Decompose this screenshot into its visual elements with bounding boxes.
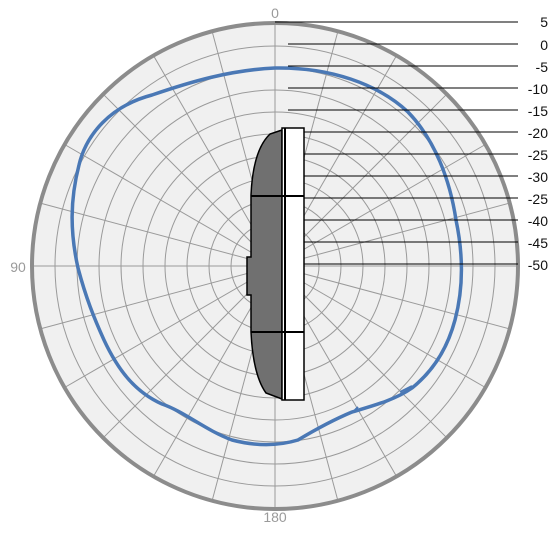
- angle-label-180: 180: [263, 509, 287, 525]
- scale-leader-lines: [275, 21, 518, 265]
- grid-spoke: [64, 265, 276, 388]
- scale-label: 5: [540, 14, 548, 30]
- scale-label: -30: [528, 169, 548, 185]
- scale-label: -25: [528, 191, 548, 207]
- device-illustration: [246, 127, 305, 401]
- grid-spoke: [274, 265, 510, 330]
- outer-ring: [30, 21, 520, 511]
- pattern-curve-tick: [351, 385, 413, 414]
- pattern-curve-line: [70, 66, 464, 447]
- scale-label: -20: [528, 125, 548, 141]
- radiation-pattern-curve: [70, 66, 464, 447]
- scale-label: 0: [540, 37, 548, 53]
- grid-spoke: [102, 93, 276, 267]
- grid-spoke: [274, 265, 486, 388]
- angle-label-0: 0: [271, 5, 279, 21]
- scale-label: -25: [528, 147, 548, 163]
- grid-spoke: [274, 202, 510, 267]
- grid-spoke: [40, 265, 276, 330]
- scale-label: -5: [536, 59, 549, 75]
- scale-label: -50: [528, 257, 548, 273]
- scale-label: -45: [528, 235, 548, 251]
- grid-spoke: [274, 144, 486, 267]
- angle-label-90: 90: [10, 259, 26, 275]
- scale-label: -40: [528, 213, 548, 229]
- grid-spoke: [40, 202, 276, 267]
- scale-label: -10: [528, 81, 548, 97]
- scale-label: -15: [528, 103, 548, 119]
- grid-spoke: [64, 144, 276, 267]
